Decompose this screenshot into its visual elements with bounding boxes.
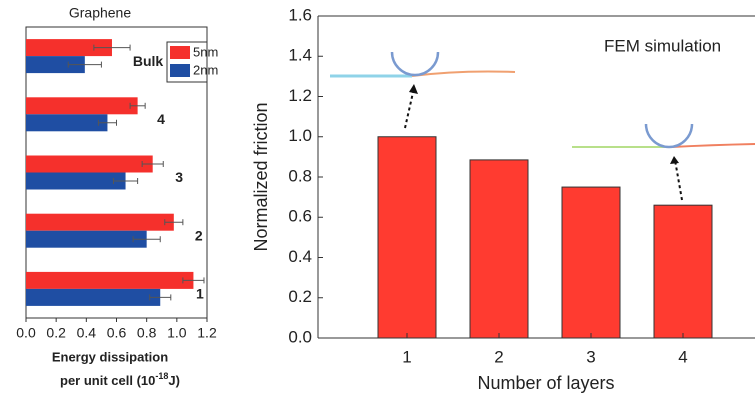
chart-annotation: FEM simulation — [604, 36, 721, 55]
legend-label: 5nm — [193, 44, 218, 59]
bar — [377, 136, 437, 339]
x-axis-label-part: J) — [168, 373, 180, 388]
y-tick-label: 0.8 — [288, 166, 312, 185]
x-tick-label: 0.2 — [46, 325, 66, 341]
x-tick-label: 1.2 — [197, 325, 217, 341]
x-tick-label: 1 — [402, 347, 411, 366]
x-tick-label: 0.6 — [107, 325, 127, 341]
y-tick-label: 1.6 — [288, 5, 312, 24]
x-axis-label: per unit cell (10-18J) — [60, 371, 180, 388]
bar — [653, 204, 713, 339]
legend-swatch — [170, 64, 190, 77]
y-tick-label: 0.6 — [288, 207, 312, 226]
x-axis-label-part: -18 — [155, 371, 168, 381]
illustration — [330, 51, 755, 201]
legend-swatch — [170, 46, 190, 59]
x-tick-label: 3 — [586, 347, 595, 366]
y-tick-label: 0.0 — [288, 327, 312, 346]
bar — [26, 213, 174, 231]
category-label: 4 — [157, 111, 165, 127]
category-label: 2 — [195, 227, 203, 243]
chart-title: Graphene — [69, 5, 131, 21]
bar — [469, 159, 529, 339]
x-axis-label-part: per unit cell (10 — [60, 373, 155, 388]
bar — [26, 271, 194, 289]
bar — [26, 56, 85, 74]
bar — [26, 230, 147, 248]
x-axis-label: Energy dissipation — [52, 349, 168, 364]
category-label: 1 — [196, 286, 204, 302]
x-tick-label: 0.0 — [16, 325, 36, 341]
category-label: 3 — [175, 169, 183, 185]
category-label: Bulk — [133, 53, 164, 69]
x-axis-label: Number of layers — [477, 373, 614, 393]
bar — [561, 186, 621, 339]
bar — [26, 155, 153, 173]
x-tick-label: 4 — [678, 347, 687, 366]
y-tick-label: 0.4 — [288, 247, 312, 266]
bar — [26, 114, 108, 132]
y-tick-label: 1.2 — [288, 86, 312, 105]
x-tick-label: 1.0 — [167, 325, 187, 341]
y-tick-label: 0.2 — [288, 287, 312, 306]
bar — [26, 288, 161, 306]
bar — [26, 172, 126, 190]
y-tick-label: 1.0 — [288, 126, 312, 145]
bar — [26, 97, 138, 115]
y-tick-label: 1.4 — [288, 46, 312, 65]
x-tick-label: 0.4 — [77, 325, 97, 341]
x-tick-label: 2 — [494, 347, 503, 366]
y-axis-label: Normalized friction — [251, 102, 271, 251]
bar — [26, 39, 112, 57]
legend-label: 2nm — [193, 62, 218, 77]
x-tick-label: 0.8 — [137, 325, 157, 341]
